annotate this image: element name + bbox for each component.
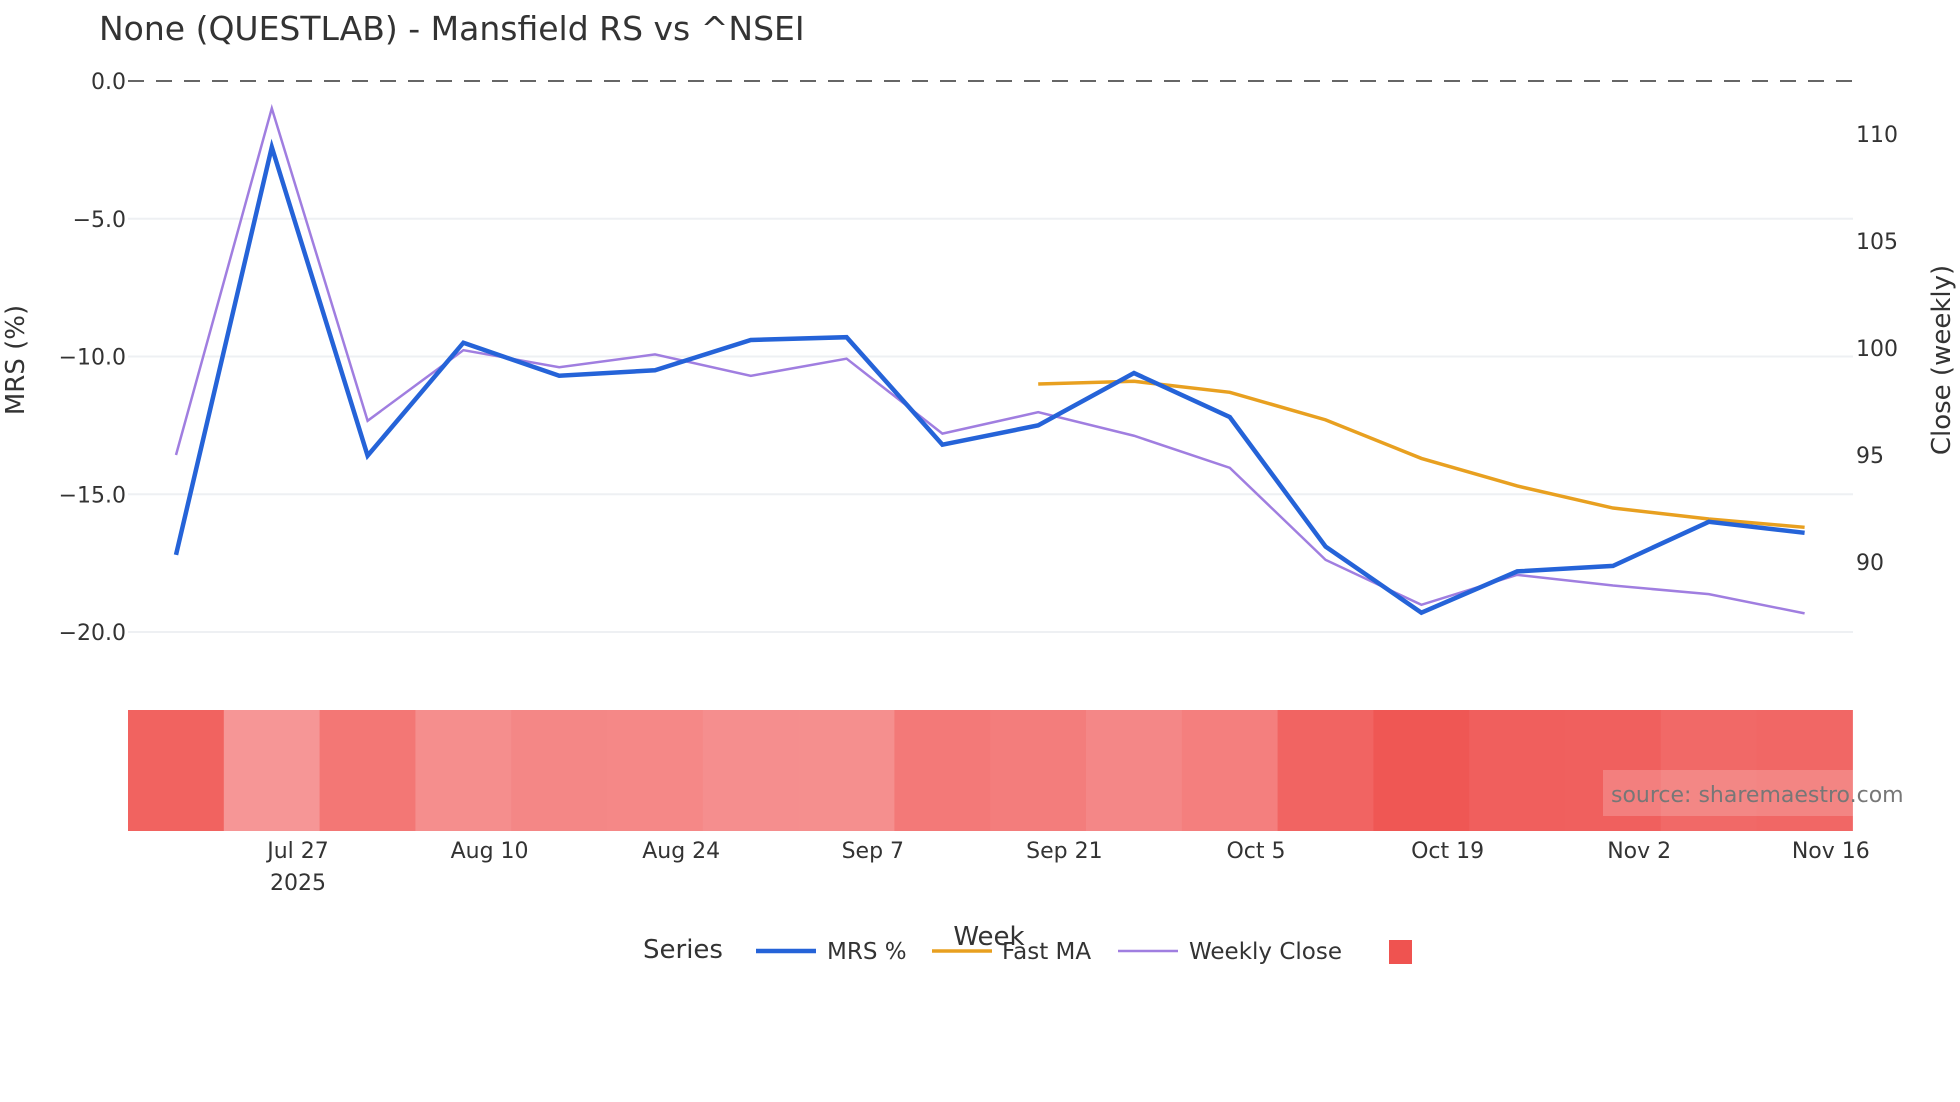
x-year-label: 2025: [270, 871, 326, 896]
y2-tick-label: 105: [1856, 230, 1898, 255]
series-line-fast-ma: [1038, 379, 1805, 530]
legend-title: Series: [643, 935, 723, 965]
heatmap-cell: [1756, 710, 1853, 831]
series-lines: [173, 103, 1805, 616]
heatmap-cell: [1469, 710, 1566, 831]
grid-lines: [128, 80, 1853, 633]
heatmap-cell: [1277, 710, 1374, 831]
y-axis-right: 90 95 100 105 110: [1856, 123, 1898, 576]
y-axis-left: 0.0 −5.0 −10.0 −15.0 −20.0: [59, 70, 126, 646]
y2-tick-label: 100: [1856, 337, 1898, 362]
y-tick-label: −20.0: [59, 621, 126, 646]
x-tick-label: Oct 5: [1226, 839, 1285, 864]
legend-item-label: MRS %: [827, 939, 907, 965]
heatmap-cell: [894, 710, 991, 831]
heatmap-strip: [128, 710, 1853, 831]
source-annotation: source: sharemaestro.com: [1611, 783, 1904, 808]
legend-item-label: Weekly Close: [1189, 939, 1342, 965]
x-tick-label: Aug 24: [642, 839, 720, 864]
heatmap-cell: [990, 710, 1087, 831]
x-tick-label: Jul 27: [265, 839, 329, 864]
legend-heatmap-swatch: [1389, 940, 1412, 964]
y-tick-label: −15.0: [59, 483, 126, 508]
heatmap-cell: [702, 710, 800, 831]
y-axis-title: MRS (%): [1, 305, 31, 415]
heatmap-cell: [1373, 710, 1470, 831]
y2-tick-label: 90: [1856, 551, 1884, 576]
series-line-mrs: [173, 138, 1805, 616]
y-tick-label: 0.0: [91, 70, 126, 95]
heatmap-cell: [1086, 710, 1183, 831]
x-tick-label: Sep 7: [842, 839, 904, 864]
y2-tick-label: 95: [1856, 444, 1884, 469]
x-tick-label: Nov 16: [1792, 839, 1870, 864]
y-tick-label: −5.0: [73, 208, 126, 233]
heatmap-cell: [415, 710, 512, 831]
legend: Series MRS % Fast MA Weekly Close: [643, 935, 1412, 965]
source-annotation-bg: [1603, 770, 1853, 816]
x-tick-label: Oct 19: [1411, 839, 1484, 864]
heatmap-cell: [511, 710, 608, 831]
x-tick-label: Aug 10: [451, 839, 529, 864]
heatmap-cell: [319, 710, 416, 831]
heatmap-cell: [607, 710, 704, 831]
x-tick-label: Sep 21: [1026, 839, 1102, 864]
x-axis-title: Week: [953, 922, 1024, 952]
legend-item-label: Fast MA: [1002, 939, 1091, 965]
x-tick-label: Nov 2: [1607, 839, 1671, 864]
heatmap-cell: [1565, 710, 1662, 831]
series-line-weekly-close: [174, 103, 1805, 615]
y2-axis-title: Close (weekly): [1927, 265, 1957, 455]
heatmap-cell: [223, 710, 321, 831]
heatmap-cell: [1660, 710, 1758, 831]
heatmap-cell: [128, 710, 225, 831]
y2-tick-label: 110: [1856, 123, 1898, 148]
heatmap-cell: [1181, 710, 1279, 831]
heatmap-cell: [798, 710, 895, 831]
y-tick-label: −10.0: [59, 346, 126, 371]
x-axis: Jul 27 Aug 10 Aug 24 Sep 7 Sep 21 Oct 5 Oct 19…: [265, 839, 1870, 864]
chart-title: None (QUESTLAB) - Mansfield RS vs ^NSEI: [99, 9, 805, 48]
